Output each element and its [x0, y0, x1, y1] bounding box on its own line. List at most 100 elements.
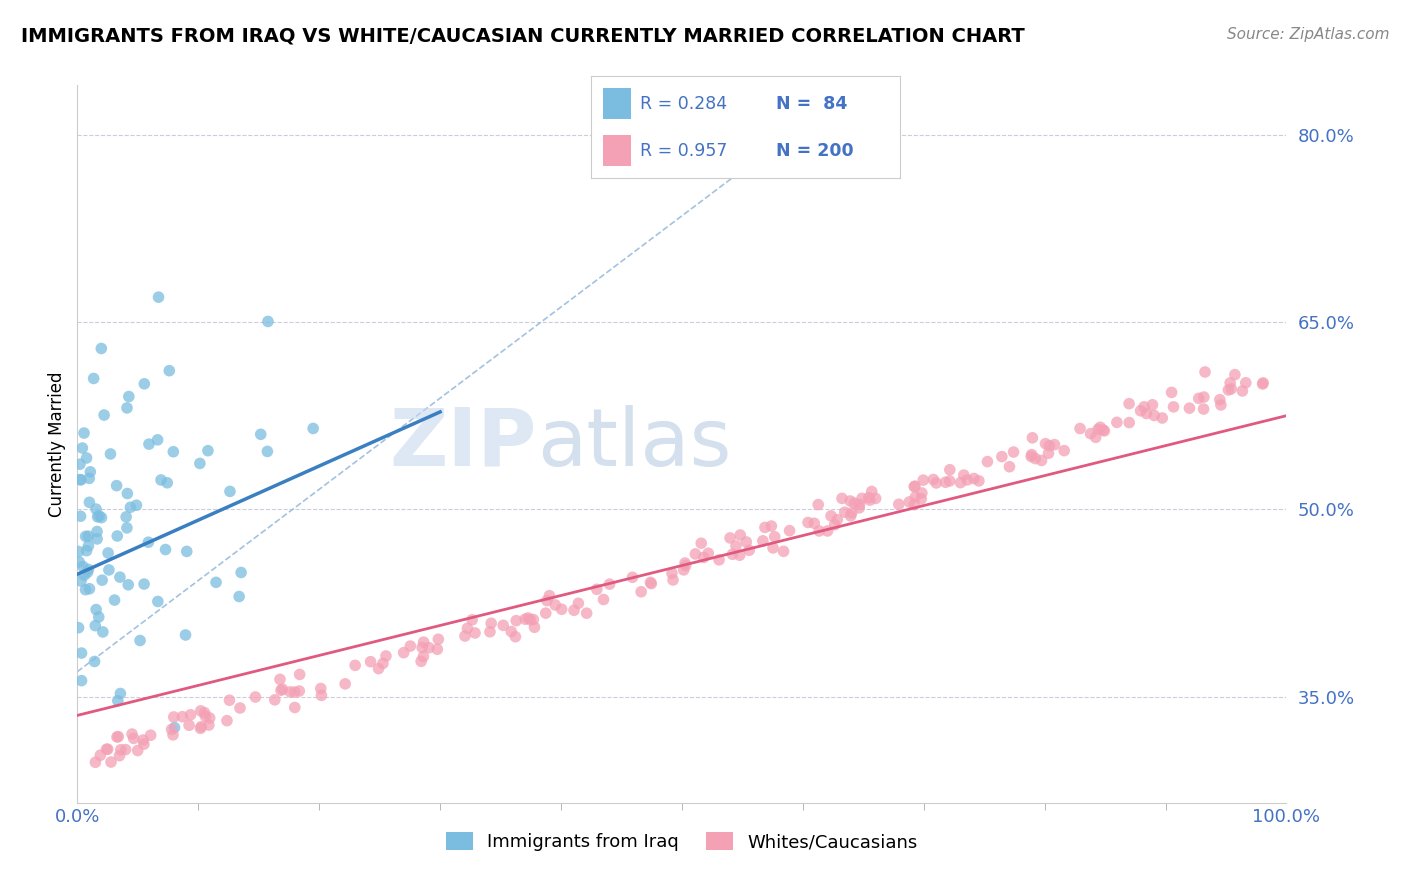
Point: [675, 558, 697, 573]
Point: [120, 500, 142, 515]
Point: [333, 677, 356, 691]
Point: [89, 748, 111, 763]
Point: [84, 756, 107, 770]
Point: [146, 594, 169, 608]
Point: [91, 624, 114, 639]
Point: [762, 541, 785, 555]
Point: [515, 612, 537, 626]
Point: [848, 498, 870, 512]
Point: [311, 689, 333, 703]
Point: [910, 491, 932, 506]
Point: [575, 606, 598, 620]
Point: [427, 632, 450, 647]
Point: [90, 510, 112, 524]
Point: [69, 509, 91, 524]
Point: [517, 611, 540, 625]
Point: [218, 693, 240, 707]
Point: [912, 473, 935, 487]
Point: [967, 474, 990, 488]
Point: [807, 498, 830, 512]
Point: [562, 603, 585, 617]
Point: [194, 706, 217, 720]
Point: [1223, 368, 1246, 382]
Point: [229, 566, 252, 580]
Point: [411, 640, 433, 655]
Point: [522, 613, 544, 627]
Point: [1219, 376, 1241, 390]
Point: [1220, 382, 1243, 396]
Point: [536, 593, 558, 607]
Point: [371, 657, 394, 671]
Legend: Immigrants from Iraq, Whites/Caucasians: Immigrants from Iraq, Whites/Caucasians: [439, 824, 925, 858]
Point: [1024, 451, 1046, 466]
Point: [110, 686, 132, 700]
Point: [721, 547, 744, 561]
Point: [1080, 426, 1102, 441]
Point: [1194, 365, 1216, 379]
Point: [67, 544, 90, 558]
Point: [115, 509, 138, 524]
Point: [779, 524, 801, 538]
Point: [284, 685, 307, 699]
Point: [263, 693, 285, 707]
Point: [97, 742, 120, 756]
Point: [163, 721, 186, 735]
Point: [567, 596, 589, 610]
Point: [1087, 422, 1109, 436]
Point: [1163, 400, 1185, 414]
Point: [172, 709, 194, 723]
Point: [138, 437, 160, 451]
Point: [132, 733, 155, 747]
Point: [77, 562, 100, 576]
Point: [100, 447, 122, 461]
Point: [956, 473, 979, 487]
Point: [1043, 437, 1066, 451]
Point: [761, 519, 783, 533]
Point: [150, 473, 173, 487]
Point: [190, 720, 212, 734]
Point: [249, 427, 271, 442]
Point: [110, 742, 132, 756]
Point: [1053, 443, 1076, 458]
Point: [1021, 431, 1043, 445]
Point: [79, 582, 101, 596]
Point: [844, 496, 866, 510]
Point: [84, 602, 107, 616]
Point: [360, 655, 382, 669]
Point: [160, 723, 183, 737]
Point: [1021, 448, 1043, 462]
Point: [146, 433, 169, 447]
Point: [1118, 416, 1140, 430]
Point: [198, 718, 221, 732]
Point: [1188, 392, 1211, 406]
Point: [858, 491, 880, 505]
Point: [115, 521, 138, 535]
Point: [1105, 415, 1128, 429]
Point: [1069, 421, 1091, 435]
Point: [859, 493, 882, 508]
Point: [949, 475, 972, 490]
Point: [155, 542, 177, 557]
Point: [125, 498, 148, 512]
Point: [1129, 404, 1152, 418]
Point: [1019, 450, 1042, 464]
Text: N = 200: N = 200: [776, 142, 853, 160]
Point: [418, 640, 440, 655]
Point: [550, 602, 572, 616]
Point: [922, 473, 945, 487]
Point: [505, 614, 527, 628]
Point: [697, 546, 720, 560]
Point: [707, 553, 730, 567]
Point: [198, 711, 221, 725]
Point: [197, 443, 219, 458]
Point: [976, 455, 998, 469]
Point: [640, 576, 662, 591]
Point: [903, 498, 925, 512]
Point: [685, 547, 707, 561]
Point: [129, 633, 152, 648]
Point: [108, 748, 131, 763]
Point: [661, 566, 683, 581]
Point: [690, 536, 713, 550]
Point: [426, 642, 449, 657]
Text: IMMIGRANTS FROM IRAQ VS WHITE/CAUCASIAN CURRENTLY MARRIED CORRELATION CHART: IMMIGRANTS FROM IRAQ VS WHITE/CAUCASIAN …: [21, 27, 1025, 45]
